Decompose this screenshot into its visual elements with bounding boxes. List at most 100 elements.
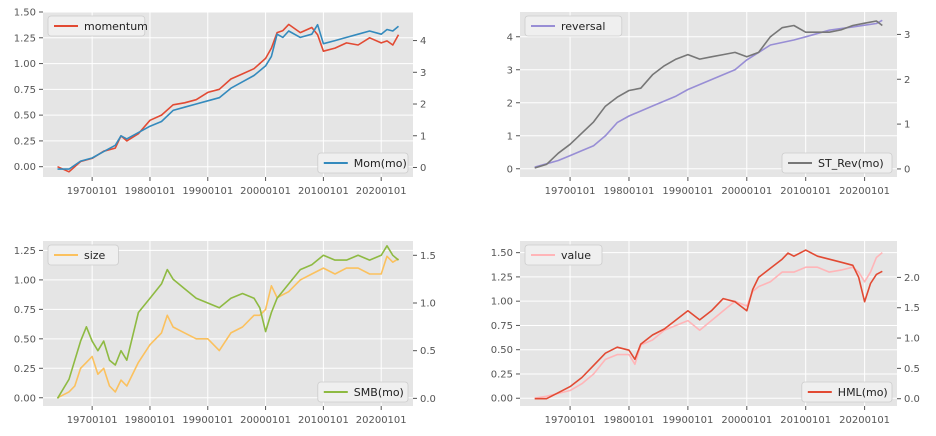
left-tick-label: 0.00 [491, 394, 513, 405]
right-tick-label: 3 [420, 68, 426, 79]
legend-size: size [47, 244, 119, 266]
right-tick-label: 4 [420, 36, 426, 47]
right-tick-label: 3 [904, 30, 910, 41]
legend-label: Mom(mo) [354, 157, 407, 170]
right-tick-label: 1.5 [904, 303, 920, 314]
left-tick-label: 1.50 [14, 8, 36, 19]
x-tick-label: 20100101 [298, 186, 349, 197]
legend-momentum-mo: Mom(mo) [317, 152, 409, 174]
x-tick-label: 20200101 [839, 415, 890, 426]
left-tick-label: 1.50 [491, 248, 513, 259]
left-tick-label: 1.25 [491, 272, 513, 283]
right-tick-label: 0.5 [904, 364, 920, 375]
left-tick-label: 0.25 [491, 369, 513, 380]
right-tick-label: 0 [420, 163, 426, 174]
x-tick-label: 20000101 [240, 415, 291, 426]
legend-label: HML(mo) [838, 386, 888, 399]
left-tick-label: 0.50 [491, 345, 513, 356]
chart-reversal: 19700101 19800101 19900101 20000101 20100101… [507, 12, 910, 197]
left-tick-label: 0.75 [14, 85, 36, 96]
left-tick-label: 1 [507, 131, 513, 142]
legend-label: size [84, 249, 106, 262]
left-tick-label: 1.00 [491, 297, 513, 308]
legend-value: value [524, 244, 603, 266]
legend-label: ST_Rev(mo) [818, 157, 884, 170]
x-tick-label: 20100101 [298, 415, 349, 426]
x-tick-label: 19800101 [125, 186, 176, 197]
x-tick-label: 19800101 [125, 415, 176, 426]
left-tick-label: 0.00 [14, 393, 36, 404]
x-tick-label: 20200101 [839, 186, 890, 197]
right-tick-label: 1 [904, 120, 910, 131]
legend-value-mo: HML(mo) [801, 381, 893, 403]
series-line-momentum-mo [57, 23, 400, 170]
series-line-size [57, 255, 399, 399]
x-tick-label: 20200101 [356, 186, 407, 197]
series-line-reversal [534, 19, 883, 168]
legend-momentum: momentum [47, 15, 148, 37]
left-tick-label: 0.25 [14, 136, 36, 147]
plot-area [43, 241, 413, 406]
series-line-reversal-mo [534, 20, 883, 169]
right-tick-label: 0.0 [420, 394, 436, 405]
x-tick-label: 19800101 [604, 415, 655, 426]
left-tick-label: 2 [507, 98, 513, 109]
legend-box [47, 244, 119, 266]
x-tick-label: 20000101 [721, 415, 772, 426]
series-line-value-mo [534, 249, 883, 400]
left-tick-label: 0.50 [14, 111, 36, 122]
x-tick-label: 20200101 [356, 415, 407, 426]
legend-label: value [561, 249, 591, 262]
left-tick-label: 4 [507, 32, 513, 43]
legend-box [781, 152, 893, 174]
x-tick-label: 20000101 [721, 186, 772, 197]
left-tick-label: 0.75 [14, 305, 36, 316]
left-tick-label: 0.50 [14, 334, 36, 345]
right-tick-label: 1.0 [420, 298, 436, 309]
x-tick-label: 19900101 [182, 186, 233, 197]
legend-box [801, 381, 893, 403]
x-tick-label: 19700101 [545, 186, 596, 197]
right-tick-label: 1 [420, 131, 426, 142]
left-tick-label: 0.25 [14, 364, 36, 375]
x-tick-label: 19900101 [182, 415, 233, 426]
series-line-value [534, 251, 883, 399]
x-tick-label: 19900101 [662, 186, 713, 197]
series-line-size-mo [56, 245, 400, 399]
left-tick-label: 1.00 [14, 59, 36, 70]
x-tick-label: 20000101 [240, 186, 291, 197]
legend-box [317, 152, 409, 174]
legend-reversal-mo: ST_Rev(mo) [781, 152, 893, 174]
left-tick-label: 1.25 [14, 246, 36, 257]
chart-momentum: 19700101 19800101 19900101 20000101 20100101… [14, 8, 427, 198]
x-tick-label: 20100101 [780, 186, 831, 197]
legend-box [47, 15, 146, 37]
x-tick-label: 19700101 [545, 415, 596, 426]
left-tick-label: 0.75 [491, 321, 513, 332]
legend-label: momentum [84, 20, 148, 33]
left-tick-label: 0 [507, 164, 513, 175]
legend-label: reversal [561, 20, 605, 33]
legend-box [524, 15, 623, 37]
chart-value: 19700101 19800101 19900101 20000101 20100101… [491, 241, 920, 426]
plot-area [43, 12, 413, 177]
right-tick-label: 0.5 [420, 346, 436, 357]
x-tick-label: 19700101 [67, 186, 118, 197]
right-tick-label: 1.0 [904, 334, 920, 345]
left-tick-label: 1.00 [14, 275, 36, 286]
right-tick-label: 0.0 [904, 394, 920, 405]
right-tick-label: 0 [904, 164, 910, 175]
left-tick-label: 0.00 [14, 162, 36, 173]
left-tick-label: 3 [507, 65, 513, 76]
right-tick-label: 2 [420, 100, 426, 111]
legend-box [524, 244, 603, 266]
x-tick-label: 19800101 [604, 186, 655, 197]
x-tick-label: 20100101 [780, 415, 831, 426]
x-tick-label: 19900101 [662, 415, 713, 426]
legend-size-mo: SMB(mo) [317, 381, 409, 403]
x-tick-label: 19700101 [67, 415, 118, 426]
left-tick-label: 1.25 [14, 33, 36, 44]
right-tick-label: 2.0 [904, 273, 920, 284]
legend-box [317, 381, 409, 403]
